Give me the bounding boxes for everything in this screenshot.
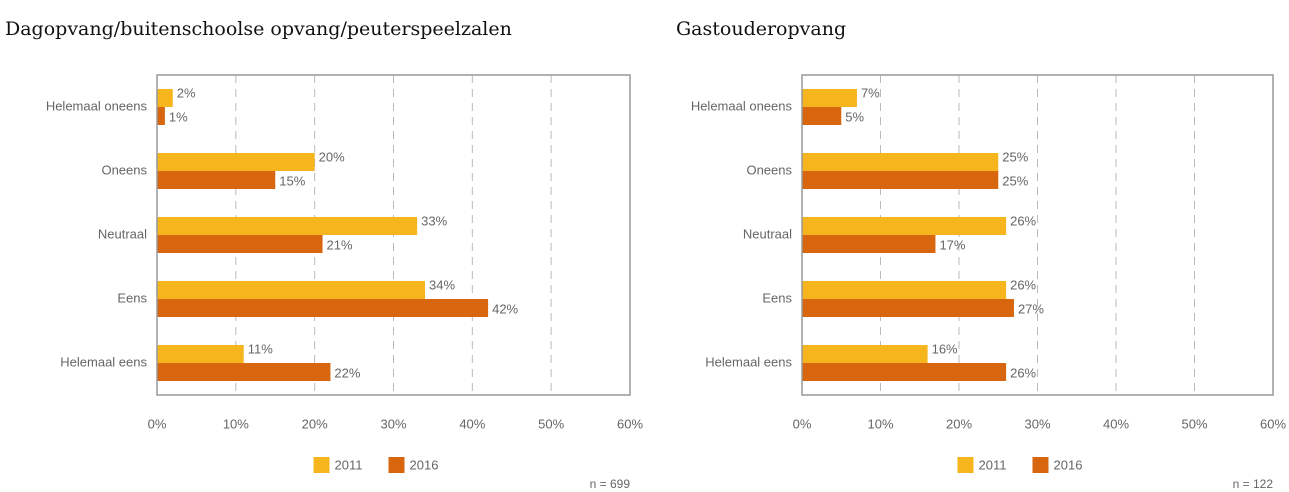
data-label: 11% [248,341,273,356]
legend-label: 2016 [1054,457,1083,472]
y-tick-label: Helemaal oneens [691,98,793,113]
data-label: 26% [1010,277,1036,292]
x-tick-label: 40% [1103,416,1129,431]
bar [802,171,999,189]
legend-swatch [957,457,974,473]
x-tick-label: 50% [1181,416,1207,431]
legend-swatch [1032,457,1049,473]
legend-swatch [313,457,330,473]
bar [802,89,857,107]
bar [157,235,323,253]
bar [157,153,315,171]
bar [802,107,842,125]
data-label: 25% [1002,149,1028,164]
x-tick-label: 60% [1260,416,1286,431]
x-tick-label: 60% [617,416,643,431]
data-label: 17% [939,237,965,252]
bar [802,235,936,253]
data-label: 33% [421,213,447,228]
x-tick-label: 0% [793,416,812,431]
bar [157,299,489,317]
data-label: 34% [429,277,455,292]
data-label: 5% [845,109,864,124]
annotation: n = 699 [590,477,631,491]
bar [157,171,276,189]
x-tick-label: 10% [867,416,893,431]
legend-swatch [388,457,405,473]
x-tick-label: 50% [538,416,564,431]
bar [157,89,173,107]
y-tick-label: Helemaal eens [705,354,792,369]
bar [157,217,418,235]
legend-label: 2016 [410,457,439,472]
x-tick-label: 30% [1024,416,1050,431]
plot-frame [801,74,1274,396]
x-tick-label: 0% [148,416,167,431]
legend-label: 2011 [335,457,363,472]
x-tick-label: 20% [302,416,328,431]
bar [157,363,331,381]
chart-title: Gastouderopvang [676,18,846,40]
data-label: 26% [1010,365,1036,380]
y-tick-label: Oneens [101,162,147,177]
y-tick-label: Helemaal oneens [46,98,148,113]
y-tick-label: Eens [762,290,792,305]
legend-label: 2011 [979,457,1007,472]
x-tick-label: 40% [459,416,485,431]
x-tick-label: 30% [380,416,406,431]
x-tick-label: 20% [946,416,972,431]
bar [802,281,1007,299]
bar [157,345,244,363]
data-label: 1% [169,109,188,124]
annotation: n = 122 [1233,477,1274,491]
data-label: 20% [319,149,345,164]
data-label: 26% [1010,213,1036,228]
bar [157,281,426,299]
y-tick-label: Helemaal eens [60,354,147,369]
chart-title: Dagopvang/buitenschoolse opvang/peutersp… [5,18,512,40]
data-label: 42% [492,301,518,316]
y-tick-label: Oneens [746,162,792,177]
y-tick-label: Eens [117,290,147,305]
data-label: 27% [1018,301,1044,316]
data-label: 25% [1002,173,1028,188]
bar [802,153,999,171]
data-label: 2% [177,85,196,100]
data-label: 7% [861,85,880,100]
data-label: 16% [932,341,958,356]
y-tick-label: Neutraal [743,226,792,241]
y-tick-label: Neutraal [98,226,147,241]
data-label: 15% [279,173,305,188]
bar [802,345,928,363]
bar [802,363,1007,381]
bar [157,107,165,125]
data-label: 22% [334,365,360,380]
x-tick-label: 10% [223,416,249,431]
bar [802,299,1014,317]
plot-frame [156,74,631,396]
bar [802,217,1007,235]
data-label: 21% [327,237,353,252]
